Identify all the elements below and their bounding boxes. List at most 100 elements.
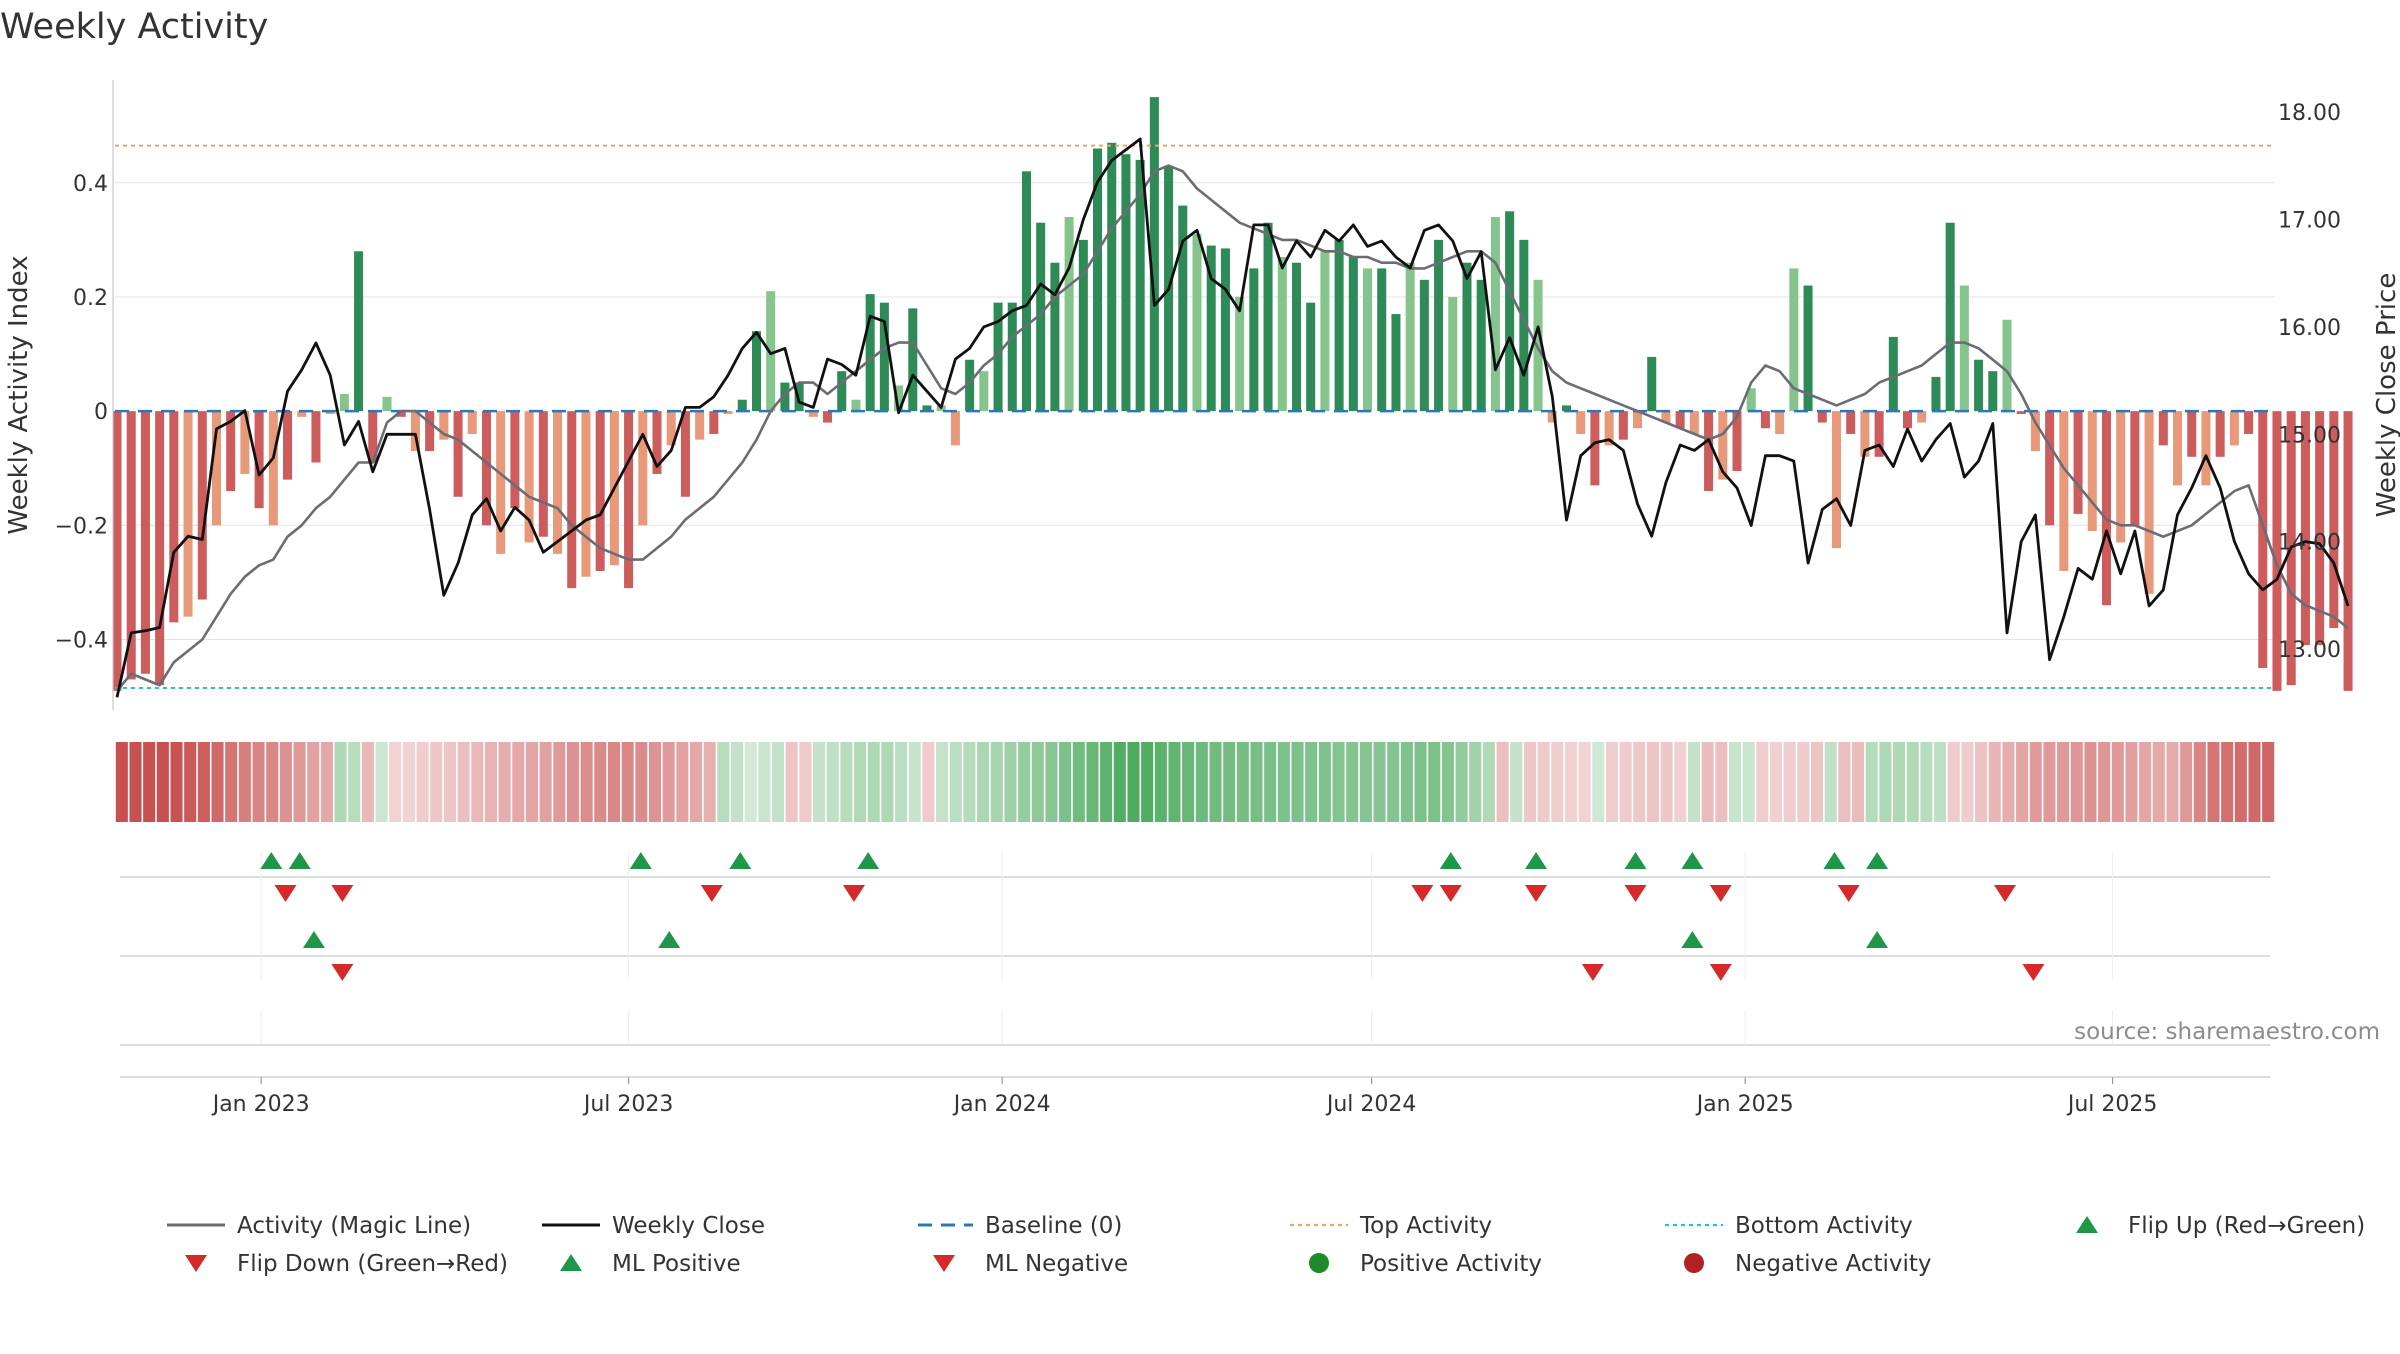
activity-bar <box>1505 211 1515 412</box>
heat-cell <box>2221 742 2234 822</box>
activity-bar <box>2016 411 2026 414</box>
heat-cell <box>1756 742 1769 822</box>
heat-cell <box>1701 742 1714 822</box>
heat-cell <box>1373 742 1386 822</box>
heat-cell <box>1264 742 1277 822</box>
activity-bar <box>709 411 719 434</box>
heat-cell <box>2166 742 2179 822</box>
activity-bar <box>538 411 548 537</box>
heat-cell <box>2152 742 2165 822</box>
activity-bar <box>2158 411 2168 446</box>
legend-item: Bottom Activity <box>1665 1213 1913 1239</box>
heat-cell <box>785 742 798 822</box>
activity-bar <box>595 411 605 571</box>
ml-positive-marker <box>658 931 681 948</box>
activity-bar <box>1320 251 1330 412</box>
activity-bar <box>211 411 221 526</box>
heat-cell <box>293 742 306 822</box>
heat-cell <box>1510 742 1523 822</box>
activity-bar <box>1831 411 1841 549</box>
activity-bar <box>894 385 904 412</box>
legend-item: ML Negative <box>933 1251 1128 1277</box>
heat-cell <box>1455 742 1468 822</box>
activity-bar <box>2229 411 2239 446</box>
heat-cell <box>936 742 949 822</box>
legend-swatch-triangle-up <box>560 1254 582 1271</box>
axes-layer: 0.4 0.2 0 −0.2 −0.4 18.00 17.00 16.00 15.00 14.00… <box>4 80 2400 1117</box>
activity-bar <box>581 411 591 577</box>
activity-bar <box>808 411 818 417</box>
y-right-tick-label: 14.00 <box>2278 531 2341 556</box>
legend-swatch-circle <box>1309 1253 1329 1273</box>
heat-cell <box>1031 742 1044 822</box>
activity-bar <box>1050 262 1060 412</box>
legend-item: Negative Activity <box>1684 1251 1932 1277</box>
flip-down-marker <box>842 885 865 902</box>
heat-cell <box>402 742 415 822</box>
activity-bar <box>1704 411 1714 492</box>
activity-bar <box>169 411 179 623</box>
activity-bar <box>325 411 335 414</box>
activity-bar <box>1490 217 1500 412</box>
heat-cell <box>129 742 142 822</box>
heat-cell <box>484 742 497 822</box>
heat-cell <box>1318 742 1331 822</box>
activity-bar <box>1874 411 1884 457</box>
heat-cell <box>1113 742 1126 822</box>
activity-bar <box>1945 222 1955 412</box>
activity-bar <box>183 411 193 617</box>
heat-cell <box>1619 742 1632 822</box>
heat-cell <box>799 742 812 822</box>
heat-cell <box>443 742 456 822</box>
activity-bar <box>1363 268 1373 412</box>
heat-cell <box>1018 742 1031 822</box>
activity-bar <box>1476 279 1486 412</box>
activity-bar <box>2244 411 2254 434</box>
activity-bar <box>126 411 136 680</box>
activity-bar <box>382 396 392 412</box>
heat-cell <box>854 742 867 822</box>
heat-cell <box>1715 742 1728 822</box>
heat-cell <box>1783 742 1796 822</box>
activity-bar <box>155 411 165 686</box>
y-right-tick-label: 15.00 <box>2278 423 2341 448</box>
heat-cell <box>307 742 320 822</box>
activity-bar <box>680 411 690 497</box>
flip-up-marker <box>1624 852 1647 869</box>
legend-label: ML Negative <box>985 1251 1128 1277</box>
heat-cell <box>361 742 374 822</box>
heat-cell <box>115 742 128 822</box>
heat-cell <box>867 742 880 822</box>
weekly-close-line <box>115 137 2350 698</box>
heat-cell <box>1195 742 1208 822</box>
activity-bar <box>2173 411 2183 486</box>
activity-bar <box>1093 148 1103 412</box>
ml-negative-marker <box>1709 964 1732 981</box>
y-left-tick-label: 0.4 <box>73 172 108 197</box>
activity-bar <box>1647 356 1657 412</box>
heat-cell <box>1742 742 1755 822</box>
heat-cell <box>211 742 224 822</box>
activity-bar <box>1817 411 1827 423</box>
activity-bar <box>1434 239 1444 412</box>
activity-bar <box>339 394 349 412</box>
heat-cell <box>184 742 197 822</box>
flip-up-marker <box>1866 852 1889 869</box>
legend-label: Negative Activity <box>1735 1251 1932 1277</box>
heat-cell <box>238 742 251 822</box>
activity-bar <box>2315 411 2325 646</box>
x-tick-label: Jul 2023 <box>582 1092 674 1117</box>
y-right-tick-label: 17.00 <box>2278 209 2341 234</box>
y-left-tick-label: −0.4 <box>55 628 108 653</box>
activity-bar <box>1846 411 1856 434</box>
activity-bar <box>851 399 861 412</box>
heat-cell <box>1633 742 1646 822</box>
activity-bar <box>1689 411 1699 434</box>
flip-down-marker <box>1411 885 1434 902</box>
y-right-tick-label: 18.00 <box>2278 101 2341 126</box>
heat-cell <box>143 742 156 822</box>
heat-cell <box>225 742 238 822</box>
activity-bar <box>2201 411 2211 486</box>
heat-cell <box>1291 742 1304 822</box>
